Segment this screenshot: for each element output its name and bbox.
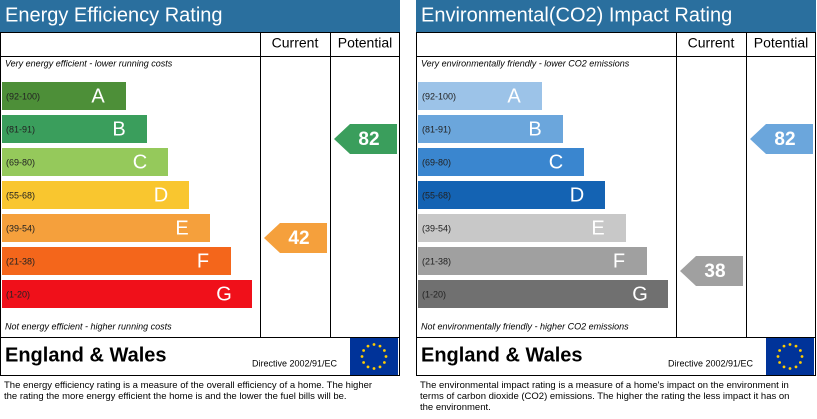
band-range: (1-20) <box>6 289 30 299</box>
band-range: (69-80) <box>6 157 35 167</box>
band-letter: A <box>91 85 105 107</box>
band-letter: B <box>528 118 541 140</box>
title-bar <box>416 0 816 32</box>
eu-star <box>788 367 792 370</box>
panel-title: Energy Efficiency Rating <box>5 4 223 26</box>
eu-star <box>378 344 382 348</box>
current-value: 42 <box>288 228 309 249</box>
eu-star <box>800 355 804 358</box>
band-letter: E <box>175 217 188 239</box>
country: England & Wales <box>421 344 583 366</box>
column-header: Potential <box>338 35 392 51</box>
band-bar <box>418 115 563 143</box>
eu-star <box>372 343 376 346</box>
band-range: (81-91) <box>6 124 35 134</box>
potential-value: 82 <box>774 129 795 150</box>
band-bar <box>2 181 189 209</box>
band-letter: E <box>591 217 604 239</box>
band-bar <box>418 181 605 209</box>
panel-title: Environmental(CO2) Impact Rating <box>421 4 732 26</box>
column-header: Potential <box>754 35 808 51</box>
band-bar <box>418 148 584 176</box>
table-frame <box>416 32 816 376</box>
eu-star <box>378 365 382 369</box>
eu-star <box>782 344 786 348</box>
band-range: (1-20) <box>422 289 446 299</box>
current-arrow <box>680 256 743 286</box>
band-letter: C <box>549 151 563 173</box>
eu-star <box>366 344 370 348</box>
eu-star <box>382 349 386 352</box>
band-letter: A <box>507 85 521 107</box>
band-bar <box>418 82 542 110</box>
description: The energy efficiency rating is a measur… <box>4 380 373 402</box>
band-bar <box>2 214 210 242</box>
country: England & Wales <box>5 344 167 366</box>
band-range: (69-80) <box>422 157 451 167</box>
band-range: (55-68) <box>6 190 35 200</box>
top-note: Very energy efficient - lower running co… <box>5 58 173 68</box>
eu-star <box>362 361 366 364</box>
band-letter: G <box>216 283 232 305</box>
eu-star <box>788 343 792 346</box>
eu-star <box>778 349 782 352</box>
band-letter: F <box>197 250 209 272</box>
table-frame <box>0 32 400 376</box>
band-bar <box>418 247 647 275</box>
eu-star <box>366 365 370 369</box>
eu-star <box>362 349 366 352</box>
bottom-note: Not energy efficient - higher running co… <box>5 321 172 331</box>
current-value: 38 <box>704 261 725 282</box>
title-bar <box>0 0 400 32</box>
band-range: (81-91) <box>422 124 451 134</box>
eu-star <box>794 344 798 348</box>
eu-star <box>372 367 376 370</box>
eu-star <box>798 349 802 352</box>
band-bar <box>418 280 668 308</box>
directive: Directive 2002/91/EC <box>668 358 754 368</box>
column-header: Current <box>688 35 735 51</box>
band-letter: C <box>133 151 147 173</box>
band-range: (92-100) <box>422 91 456 101</box>
band-bar <box>2 115 147 143</box>
band-letter: B <box>112 118 125 140</box>
band-range: (92-100) <box>6 91 40 101</box>
eu-star <box>798 361 802 364</box>
eu-star <box>782 365 786 369</box>
eu-star <box>794 365 798 369</box>
band-range: (21-38) <box>6 256 35 266</box>
band-range: (21-38) <box>422 256 451 266</box>
band-letter: D <box>570 184 584 206</box>
eu-star <box>384 355 388 358</box>
bottom-note: Not environmentally friendly - higher CO… <box>421 321 629 331</box>
band-range: (39-54) <box>422 223 451 233</box>
band-bar <box>2 247 231 275</box>
band-bar <box>2 280 252 308</box>
potential-value: 82 <box>358 129 379 150</box>
description: The environmental impact rating is a mea… <box>420 380 790 413</box>
eu-star <box>778 361 782 364</box>
band-letter: F <box>613 250 625 272</box>
band-range: (55-68) <box>422 190 451 200</box>
band-bar <box>2 148 168 176</box>
directive: Directive 2002/91/EC <box>252 358 338 368</box>
band-bar <box>418 214 626 242</box>
potential-arrow <box>750 124 813 154</box>
potential-arrow <box>334 124 397 154</box>
eu-star <box>382 361 386 364</box>
top-note: Very environmentally friendly - lower CO… <box>421 58 630 68</box>
current-arrow <box>264 223 327 253</box>
eu-star <box>360 355 364 358</box>
band-letter: D <box>154 184 168 206</box>
band-letter: G <box>632 283 648 305</box>
column-header: Current <box>272 35 319 51</box>
band-range: (39-54) <box>6 223 35 233</box>
band-bar <box>2 82 126 110</box>
eu-star <box>776 355 780 358</box>
